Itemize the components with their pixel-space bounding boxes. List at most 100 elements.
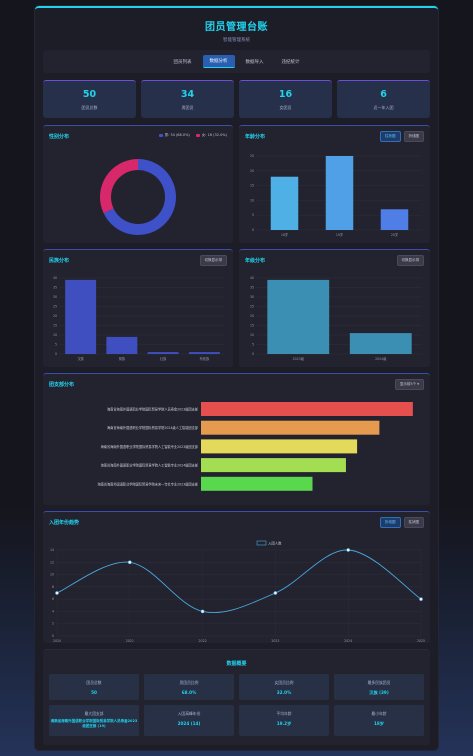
category-label: 海南省海南外国语职业学院国际贸易学院人员寿金2023级团支部 xyxy=(107,407,199,412)
tab-data-analysis[interactable]: 数据分析 xyxy=(202,55,235,68)
bar xyxy=(201,402,413,416)
tick-label: 4 xyxy=(52,609,54,613)
bar xyxy=(267,279,330,354)
page-subtitle: 智能管理系统 xyxy=(223,38,250,43)
stat-label: 男团员 xyxy=(181,105,194,110)
tick-label: 35 xyxy=(53,286,57,290)
toggle-sort-button[interactable]: 切换显示排 xyxy=(199,255,227,266)
stat-label: 女团员 xyxy=(279,105,292,110)
bar xyxy=(65,279,97,354)
tick-label: 黎族 xyxy=(119,356,126,361)
tick-label: 10 xyxy=(53,333,57,337)
gender-panel-title: 性别分布 xyxy=(49,134,70,140)
summary-cell: 最小年龄 18岁 xyxy=(334,705,424,736)
data-point xyxy=(127,560,132,565)
grade-panel-title: 年级分布 xyxy=(245,258,266,264)
tick-label: 10 xyxy=(250,333,254,337)
tick-label: 19岁 xyxy=(336,232,343,237)
ethnic-panel: 民族分布 切换显示排 0 5 10 15 20 25 30 35 40 汉族 黎族 壮族 布依族 xyxy=(43,249,233,367)
bar xyxy=(349,333,412,354)
tick-label: 2024级 xyxy=(375,356,387,361)
tick-label: 汉族 xyxy=(77,356,84,361)
tick-label: 25 xyxy=(250,305,254,309)
stat-value: 50 xyxy=(82,89,97,100)
tab-data-import[interactable]: 数据导入 xyxy=(245,59,264,65)
tick-label: 14 xyxy=(50,548,54,552)
summary-cell: 平均年龄 19.2岁 xyxy=(239,705,329,736)
data-point xyxy=(419,597,423,601)
bar xyxy=(201,458,346,473)
category-label: 海南省海南外国语职业学院国际贸易学院未来一年社专业2023级团支部 xyxy=(97,481,198,486)
stat-value: 16 xyxy=(278,89,293,100)
data-point xyxy=(200,609,205,614)
line-chart-button[interactable]: 折线图 xyxy=(403,131,424,142)
series-line xyxy=(56,549,422,613)
data-point xyxy=(346,548,351,552)
bar xyxy=(325,156,354,230)
line-chart-button[interactable]: 折线图 xyxy=(380,517,401,528)
tab-member-list[interactable]: 团员列表 xyxy=(173,59,192,65)
summary-cell: 最多民族团员 汉族 (39) xyxy=(334,674,424,700)
stat-label: 团员总数 xyxy=(81,105,98,110)
ethnic-bar-chart: 0 5 10 15 20 25 30 35 40 汉族 黎族 壮族 布依族 xyxy=(53,276,225,361)
bar xyxy=(201,476,313,491)
gender-legend: 男: 34 (68.0%) 女: 16 (32.0%) xyxy=(158,133,227,138)
gender-donut-chart xyxy=(100,159,176,235)
tick-label: 30 xyxy=(53,295,57,299)
tick-label: 40 xyxy=(250,276,254,280)
tick-label: 0 xyxy=(252,228,254,232)
bar-chart-button[interactable]: 柱状图 xyxy=(380,131,401,142)
tab-discipline-stats[interactable]: 违纪统计 xyxy=(281,59,300,65)
branch-panel-title: 团支部分布 xyxy=(49,382,75,388)
tick-label: 壮族 xyxy=(160,356,167,361)
legend-item-male[interactable]: 男: 34 (68.0%) xyxy=(158,133,190,138)
legend-item-female[interactable]: 女: 16 (32.0%) xyxy=(195,133,227,138)
toggle-sort-button[interactable]: 切换显示排 xyxy=(396,255,424,266)
tick-label: 布依族 xyxy=(200,356,210,361)
tick-label: 15 xyxy=(53,324,57,328)
tick-label: 10 xyxy=(50,573,54,577)
bar-chart-button[interactable]: 柱状图 xyxy=(403,517,424,528)
ethnic-panel-title: 民族分布 xyxy=(49,258,70,264)
summary-cell: 男团员比例 68.0% xyxy=(144,674,234,700)
tick-label: 2023级 xyxy=(293,356,305,361)
tick-label: 15 xyxy=(250,324,254,328)
pie-slice-female xyxy=(100,159,138,214)
data-point xyxy=(273,591,278,595)
category-label: 海南省海南外国语职业学院国际贸易学院人工智能专业2023级团支部 xyxy=(101,444,199,449)
summary-grid: 团员总数 50 男团员比例 68.0% 女团员比例 32.0% 最多民族团员 汉族 (3… xyxy=(49,674,424,736)
stat-card-male: 34 男团员 xyxy=(141,80,234,118)
tick-label: 2022 xyxy=(199,639,207,643)
tick-label: 25 xyxy=(250,154,254,158)
bar xyxy=(106,336,138,354)
trend-panel-title: 入团年份趋势 xyxy=(49,520,80,526)
page-header: 团员管理台账 智能管理系统 xyxy=(35,8,438,44)
tick-label: 40 xyxy=(53,276,57,280)
summary-panel: 数据概要 团员总数 50 男团员比例 68.0% 女团员比例 32.0% 最多民族团员… xyxy=(43,649,430,745)
bar xyxy=(270,176,299,230)
grade-bar-chart: 0 5 10 15 20 25 30 35 40 2023级 2024级 xyxy=(250,276,422,361)
page-title: 团员管理台账 xyxy=(205,22,268,33)
tick-label: 5 xyxy=(55,343,57,347)
trend-line-chart: 入团人数 0 2 4 6 8 10 12 14 2020 2021 2022 2023 2024 2025 xyxy=(50,541,425,643)
stat-card-recent: 6 近一年入团 xyxy=(337,80,430,118)
tick-label: 5 xyxy=(252,213,254,217)
branch-panel: 团支部分布 显示前5个 ▾ 海南省海南外国语职业学院国际贸易学院人员寿金2023… xyxy=(43,373,430,505)
bar xyxy=(201,420,380,435)
trend-panel: 入团年份趋势 折线图 柱状图 入团人数 0 2 4 6 8 10 12 14 2020 2021 20… xyxy=(43,511,430,643)
data-point xyxy=(55,591,59,595)
category-label: 海南省海南外国语职业学院国际贸易学院人工智能专业2024级团支部 xyxy=(101,463,199,468)
tick-label: 2023 xyxy=(271,639,279,643)
summary-cell: 女团员比例 32.0% xyxy=(239,674,329,700)
stat-value: 34 xyxy=(180,89,195,100)
stat-card-total: 50 团员总数 xyxy=(43,80,136,118)
summary-cell: 团员总数 50 xyxy=(49,674,139,700)
tick-label: 18岁 xyxy=(281,232,288,237)
stat-value: 6 xyxy=(380,89,387,100)
tick-label: 12 xyxy=(50,560,54,564)
tick-label: 5 xyxy=(252,343,254,347)
tick-label: 2025 xyxy=(417,639,425,643)
top-n-select[interactable]: 显示前5个 ▾ xyxy=(394,379,424,390)
age-bar-chart: 0 5 10 15 20 25 18岁 19岁 20岁 xyxy=(250,154,422,237)
tick-label: 0 xyxy=(55,352,57,356)
